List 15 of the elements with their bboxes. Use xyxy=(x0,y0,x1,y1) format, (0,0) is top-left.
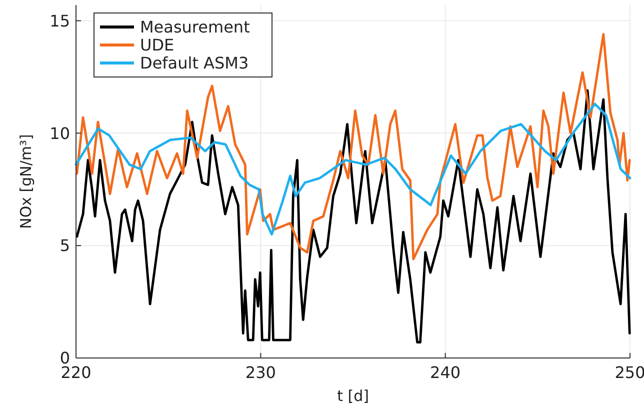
y-tick-label: 5 xyxy=(60,236,70,256)
line-series xyxy=(74,102,632,236)
x-tick-label: 220 xyxy=(60,363,92,382)
x-tick-label: 250 xyxy=(614,363,644,382)
y-tick-label: 15 xyxy=(50,11,70,30)
legend-label: Default ASM3 xyxy=(140,54,249,73)
line-series xyxy=(76,89,631,344)
legend-label: Measurement xyxy=(140,18,250,37)
x-tick-label: 240 xyxy=(430,363,461,382)
legend-label: UDE xyxy=(140,36,174,55)
x-axis-title: t [d] xyxy=(337,387,369,405)
x-tick-label: 230 xyxy=(245,363,276,382)
line-series xyxy=(76,33,631,260)
y-axis-title: NOx [gN/m³] xyxy=(17,134,35,229)
y-tick-label: 10 xyxy=(50,124,70,143)
